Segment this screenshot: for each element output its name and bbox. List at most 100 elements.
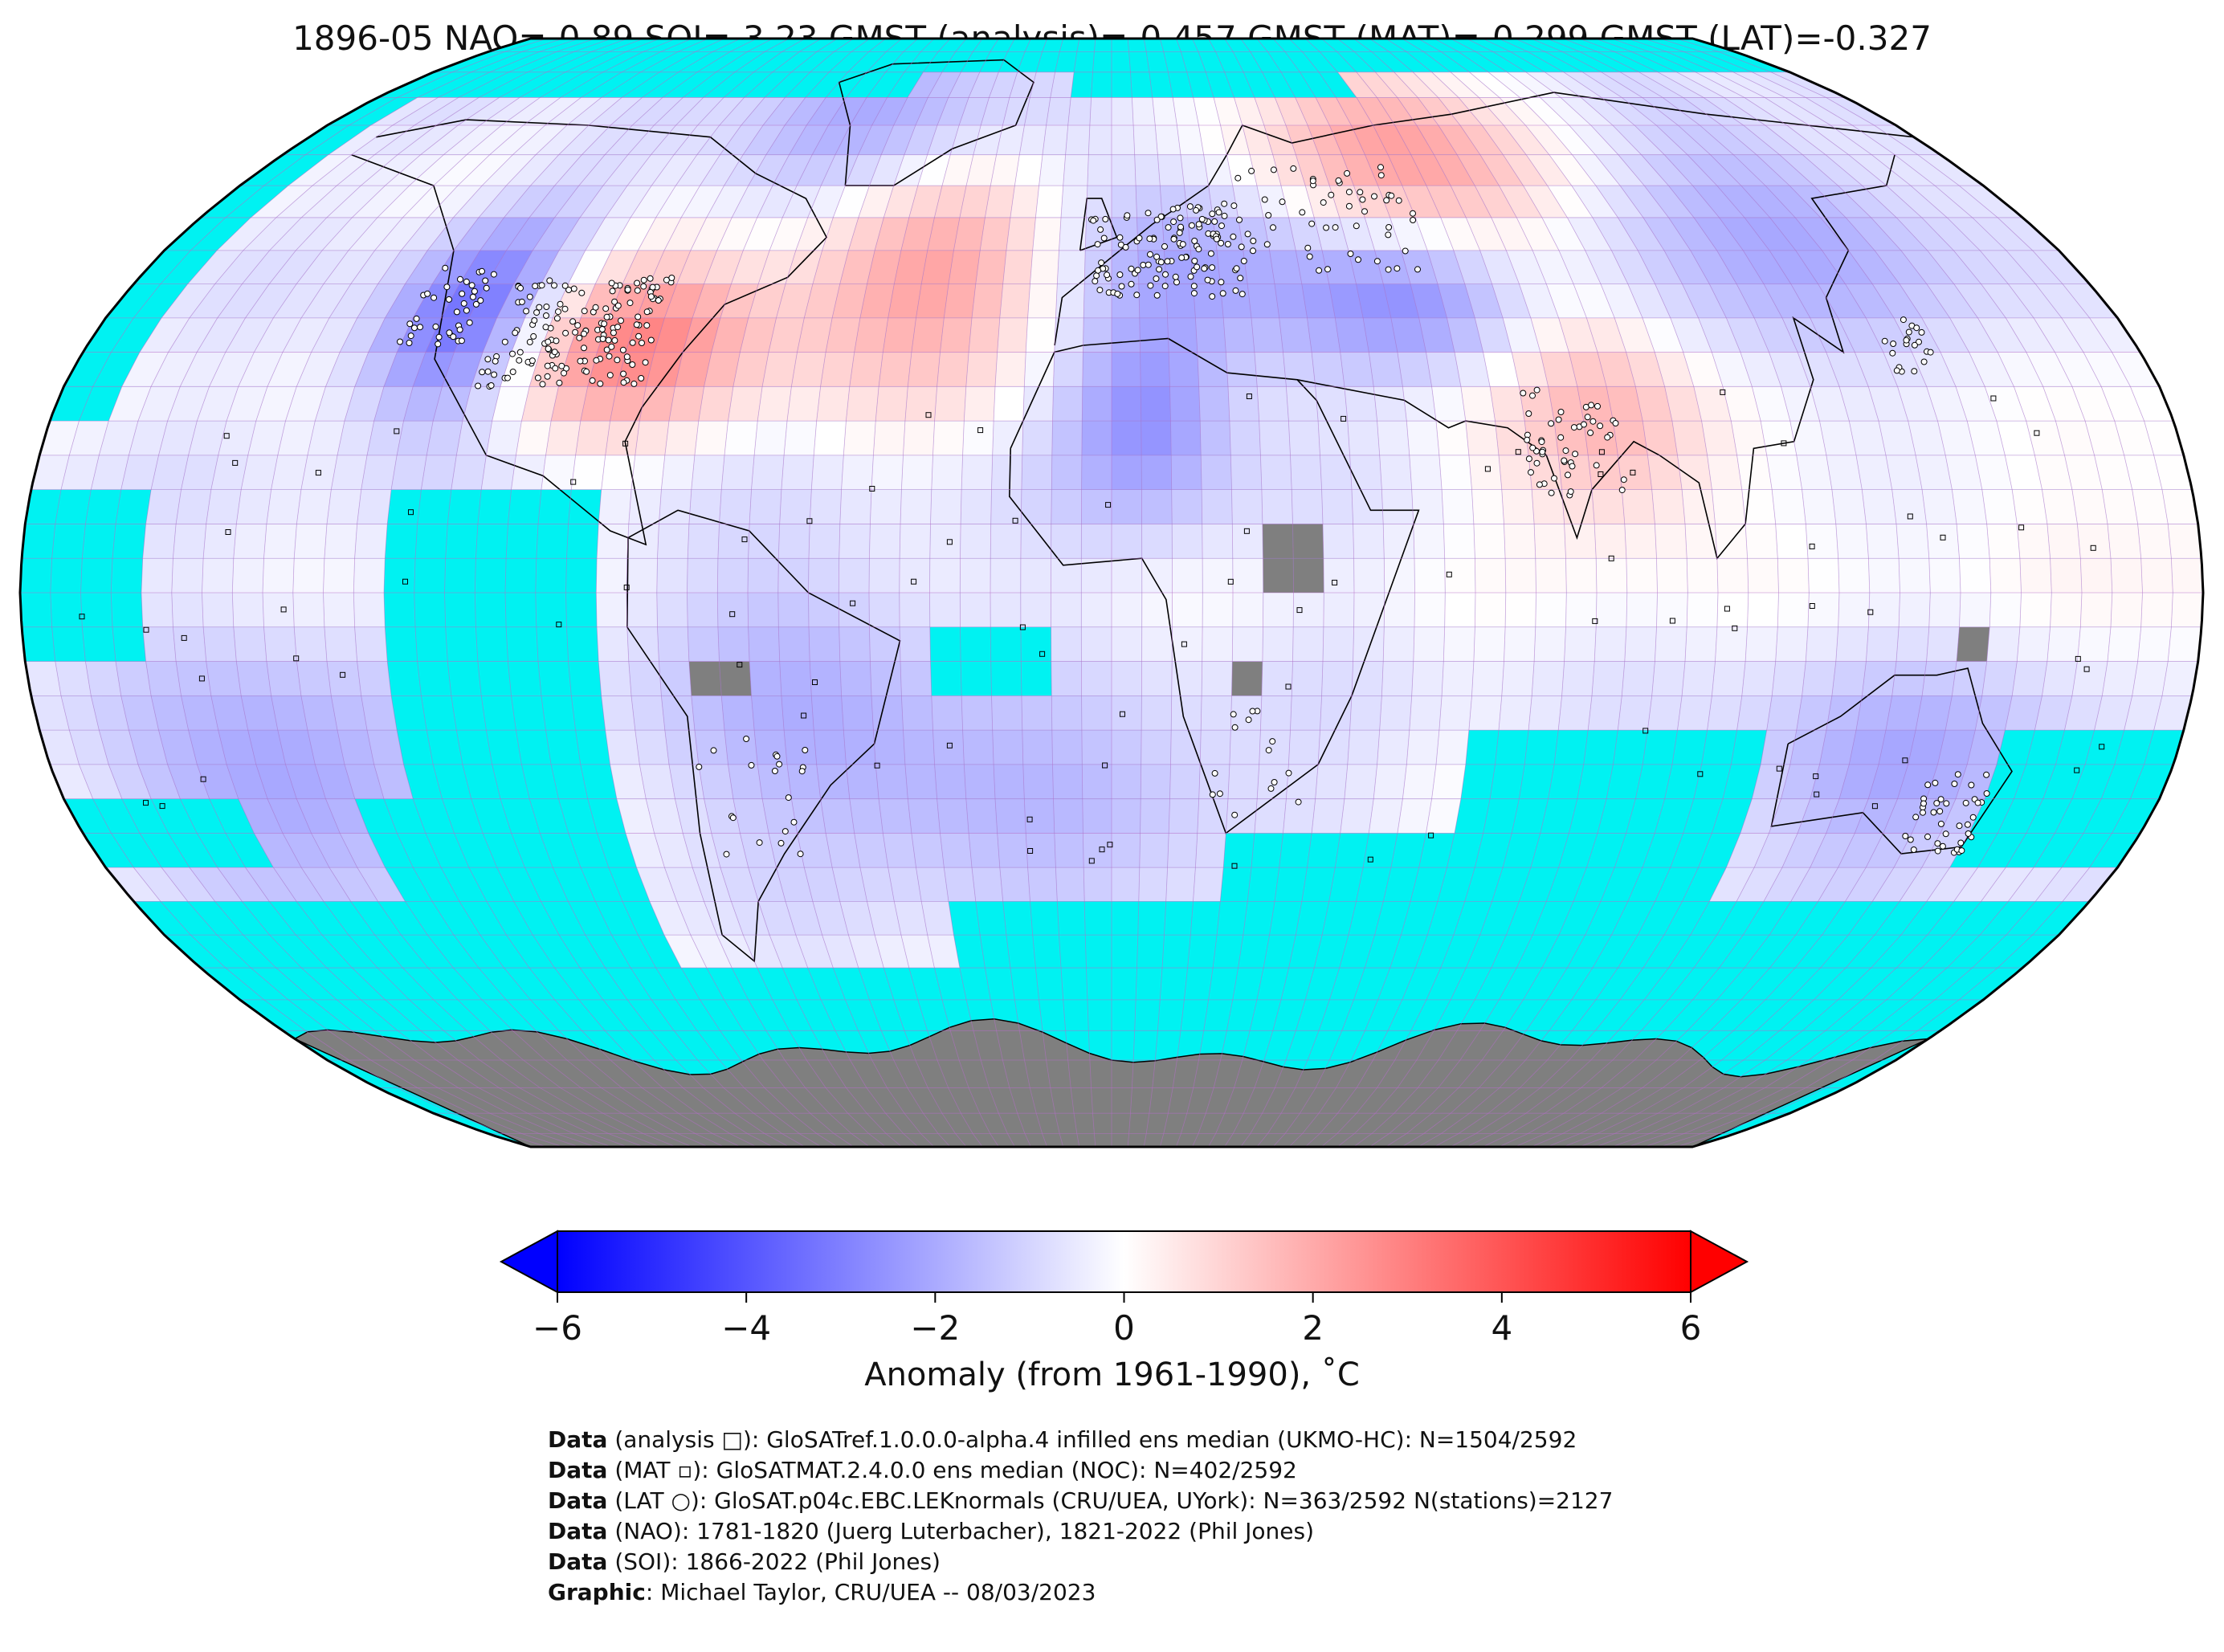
grid-cell <box>1349 455 1382 490</box>
grid-cell <box>691 695 724 731</box>
station-marker <box>1248 167 1255 174</box>
station-marker <box>456 326 463 333</box>
station-marker <box>1377 172 1385 179</box>
grid-cell <box>2042 661 2078 696</box>
grid-cell <box>651 125 698 155</box>
grid-cell <box>181 695 218 731</box>
grid-cell <box>2085 421 2124 455</box>
grid-cell <box>145 661 182 696</box>
grid-cell <box>1937 730 1976 765</box>
grid-cell <box>1055 283 1085 318</box>
grid-cell <box>1862 186 1922 218</box>
credit-text: : Michael Taylor, CRU/UEA -- 08/03/2023 <box>645 1579 1096 1605</box>
marine-obs-marker <box>1026 816 1033 822</box>
station-marker <box>583 368 590 375</box>
station-marker <box>1332 224 1339 231</box>
station-marker <box>1373 258 1381 265</box>
station-marker <box>1584 414 1591 421</box>
grid-cell <box>814 421 847 455</box>
grid-cell <box>627 154 675 186</box>
marine-obs-marker <box>1296 607 1303 614</box>
station-marker <box>1529 392 1536 399</box>
grid-cell <box>1596 593 1627 627</box>
grid-cell <box>812 125 851 155</box>
grid-cell <box>1312 352 1345 387</box>
grid-cell <box>1647 695 1683 731</box>
station-marker <box>1939 842 1946 850</box>
station-marker <box>710 747 717 754</box>
grid-cell <box>1169 798 1199 834</box>
marine-obs-marker <box>1231 863 1238 869</box>
station-marker <box>771 768 778 774</box>
station-marker <box>1118 283 1125 290</box>
station-marker <box>1612 420 1619 426</box>
grid-cell <box>1482 125 1527 155</box>
grid-cell <box>504 186 555 218</box>
grid-cell <box>1594 626 1626 662</box>
station-marker <box>592 304 599 311</box>
grid-cell <box>944 867 976 902</box>
grid-cell <box>1558 317 1598 353</box>
grid-cell <box>1926 283 1978 318</box>
grid-cell <box>236 489 271 524</box>
grid-cell <box>762 352 798 387</box>
grid-cell <box>786 901 822 936</box>
grid-cell <box>1765 186 1821 218</box>
grid-cell <box>1959 558 1991 593</box>
grid-cell <box>901 695 933 731</box>
grid-cell <box>664 867 704 902</box>
grid-cell <box>769 217 808 251</box>
grid-cell <box>1024 97 1051 125</box>
grid-cell <box>2140 558 2173 593</box>
grid-cell <box>345 386 384 422</box>
station-marker <box>457 275 463 283</box>
station-marker <box>407 332 414 340</box>
grid-cell <box>812 901 849 936</box>
station-marker <box>1410 210 1416 217</box>
grid-cell <box>1886 455 1923 490</box>
station-marker <box>1410 217 1417 223</box>
grid-cell <box>1790 867 1838 902</box>
grid-cell <box>513 250 559 284</box>
grid-cell <box>1967 730 2006 765</box>
station-marker <box>1604 434 1611 441</box>
grid-cell <box>1024 798 1055 834</box>
grid-cell <box>822 217 859 251</box>
grid-cell <box>631 455 665 490</box>
grid-cell <box>1340 352 1374 387</box>
marine-obs-marker <box>1642 728 1649 734</box>
grid-cell <box>859 283 895 318</box>
station-marker <box>1361 208 1368 215</box>
station-marker <box>1295 798 1302 806</box>
grid-cell <box>1021 455 1052 490</box>
grid-cell <box>934 186 967 218</box>
grid-cell <box>1377 730 1410 765</box>
station-marker <box>518 298 525 305</box>
colorbar-tick-label: 6 <box>1679 1308 1702 1348</box>
station-marker <box>723 850 730 858</box>
grid-cell <box>1769 217 1822 251</box>
station-marker <box>1209 791 1216 798</box>
grid-cell <box>1795 217 1849 251</box>
grid-cell <box>2089 317 2141 353</box>
station-marker <box>1594 402 1601 410</box>
grid-cell <box>1051 421 1083 455</box>
grid-cell <box>403 386 443 422</box>
grid-cell <box>784 730 817 765</box>
grid-cell <box>1822 250 1873 284</box>
station-marker <box>1528 469 1534 476</box>
grid-cell <box>354 352 398 387</box>
grid-cell <box>961 455 993 490</box>
grid-cell <box>1052 386 1083 422</box>
grid-cell <box>999 283 1030 318</box>
grid-cell <box>1442 661 1474 696</box>
station-marker <box>551 349 558 356</box>
grid-cell <box>203 626 237 662</box>
grid-cell <box>1754 317 1798 353</box>
station-marker <box>1218 239 1225 247</box>
grid-cell <box>1595 186 1643 218</box>
grid-cell <box>934 764 966 799</box>
grid-cell <box>203 524 237 559</box>
grid-cell <box>2063 283 2118 318</box>
grid-cell <box>116 661 152 696</box>
